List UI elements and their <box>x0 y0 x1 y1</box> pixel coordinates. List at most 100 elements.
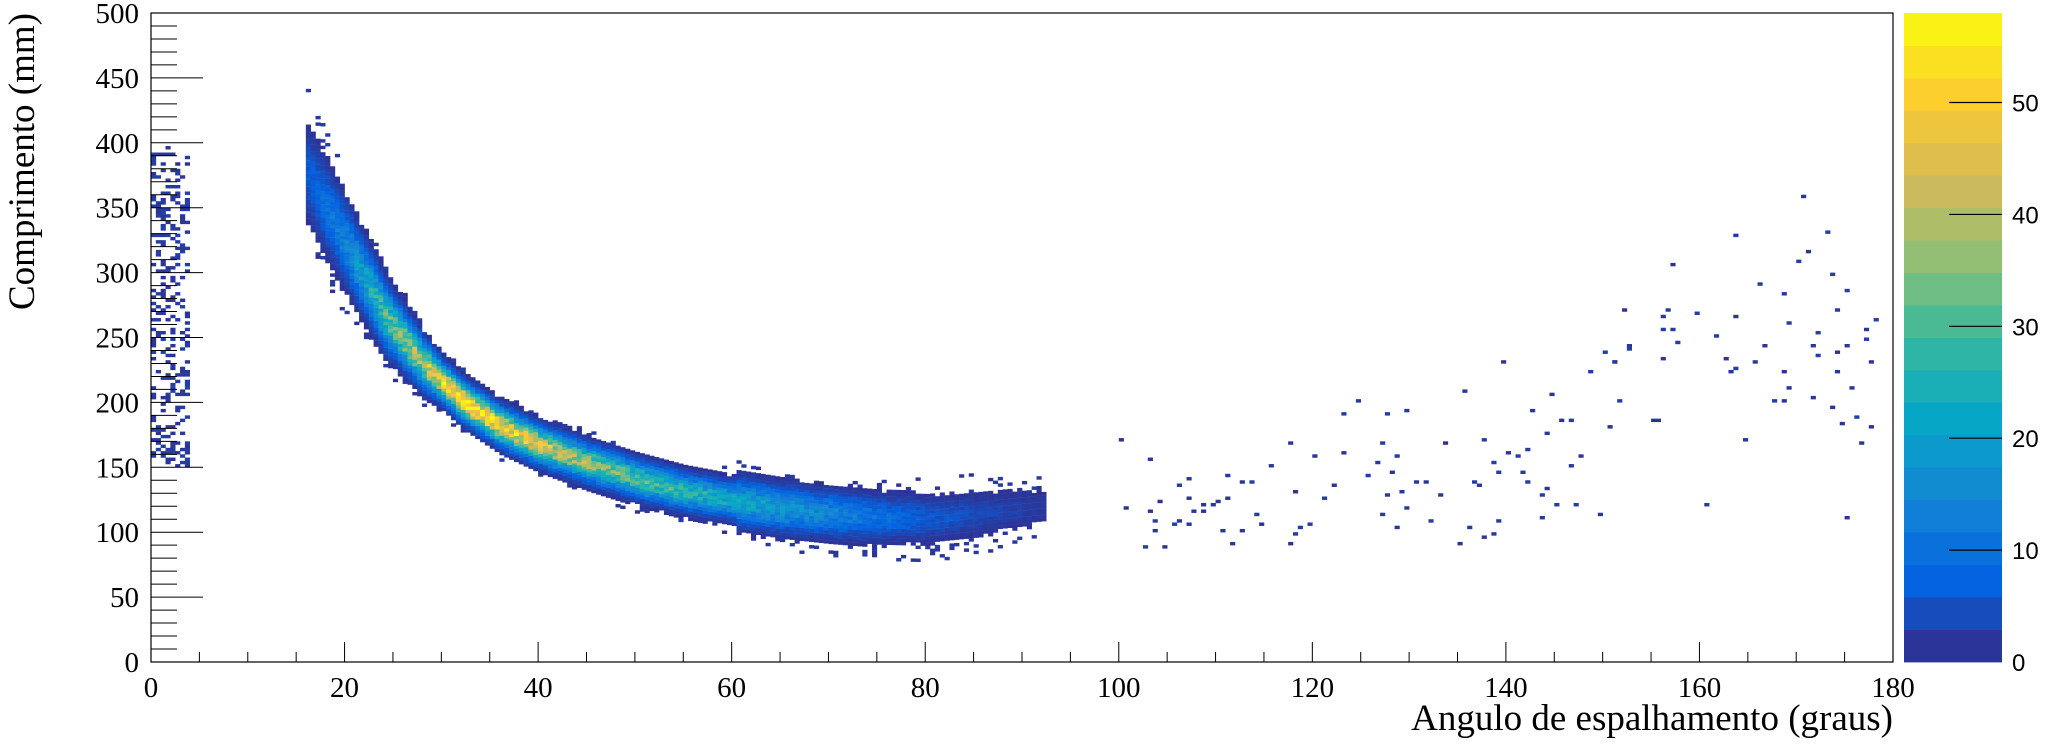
heatmap-cell <box>334 153 341 158</box>
heatmap-cell <box>741 493 747 497</box>
heatmap-cell <box>804 538 810 542</box>
heatmap-cell <box>963 525 970 530</box>
heatmap-cell <box>659 474 665 479</box>
heatmap-cell <box>562 475 568 480</box>
heatmap-cell <box>944 524 950 528</box>
heatmap-cell <box>983 517 989 521</box>
heatmap-cell <box>484 403 491 407</box>
heatmap-cell <box>997 496 1003 500</box>
heatmap-cell <box>760 483 766 488</box>
heatmap-cell <box>654 460 660 464</box>
heatmap-cell <box>509 453 515 457</box>
heatmap-cell <box>513 413 520 417</box>
heatmap-cell <box>726 489 732 493</box>
heatmap-cell <box>857 536 863 540</box>
heatmap-cell <box>460 386 466 391</box>
heatmap-cell <box>678 466 684 471</box>
heatmap-cell <box>344 258 350 263</box>
heatmap-cell <box>392 294 399 298</box>
heatmap-cell <box>489 390 495 394</box>
heatmap-cell <box>688 507 694 512</box>
heatmap-cell <box>963 499 970 504</box>
heatmap-cell <box>151 301 157 306</box>
heatmap-cell <box>717 500 723 504</box>
heatmap-cell <box>368 248 374 253</box>
heatmap-cell <box>426 334 432 339</box>
heatmap-cell <box>184 262 191 267</box>
heatmap-cell <box>499 412 505 417</box>
y-tick-label: 200 <box>96 387 140 419</box>
heatmap-cell <box>610 450 616 455</box>
heatmap-cell <box>905 529 912 533</box>
heatmap-cell <box>484 422 491 427</box>
heatmap-cell <box>354 259 360 264</box>
heatmap-cell <box>707 469 713 473</box>
heatmap-cell <box>630 482 636 487</box>
heatmap-cell <box>1041 491 1047 496</box>
heatmap-cell <box>915 513 921 517</box>
heatmap-cell <box>480 383 486 388</box>
heatmap-cell <box>697 480 703 484</box>
heatmap-cell <box>180 373 186 377</box>
heatmap-cell <box>373 314 379 318</box>
heatmap-cell <box>412 366 418 370</box>
heatmap-cell <box>920 542 926 546</box>
heatmap-cell <box>180 392 186 397</box>
heatmap-cell <box>751 485 757 489</box>
heatmap-cell <box>175 201 181 205</box>
heatmap-cell <box>905 519 912 523</box>
heatmap-cell <box>184 269 191 273</box>
heatmap-cell <box>842 493 849 497</box>
heatmap-cell <box>1026 519 1032 523</box>
heatmap-cell <box>538 466 544 471</box>
heatmap-cell <box>915 519 921 524</box>
heatmap-cell <box>673 494 679 499</box>
heatmap-cell <box>659 481 665 485</box>
heatmap-cell <box>717 487 723 491</box>
heatmap-cell <box>905 532 912 536</box>
heatmap-cell <box>949 497 955 502</box>
heatmap-cell <box>654 502 660 506</box>
heatmap-cell <box>470 390 476 394</box>
heatmap-cell <box>915 558 921 562</box>
heatmap-cell <box>359 224 365 229</box>
heatmap-cell <box>359 247 365 252</box>
heatmap-cell <box>620 463 626 467</box>
heatmap-cell <box>978 491 984 496</box>
heatmap-cell <box>151 194 157 199</box>
heatmap-cell <box>896 528 902 533</box>
heatmap-cell <box>760 532 766 536</box>
heatmap-cell <box>891 489 897 494</box>
heatmap-cell <box>736 473 742 477</box>
color-scale-step <box>1904 434 2002 468</box>
heatmap-cell <box>305 150 311 154</box>
heatmap-cell <box>809 483 815 487</box>
heatmap-cell <box>610 447 616 451</box>
heatmap-cell <box>363 277 370 281</box>
heatmap-cell <box>509 427 515 431</box>
heatmap-cell <box>804 502 810 506</box>
heatmap-cell <box>804 512 810 516</box>
heatmap-cell <box>431 386 437 390</box>
heatmap-cell <box>630 492 636 496</box>
heatmap-cell <box>330 214 336 219</box>
heatmap-cell <box>678 470 684 474</box>
heatmap-cell <box>451 397 457 401</box>
heatmap-cell <box>576 474 582 479</box>
heatmap-cell <box>1844 343 1850 348</box>
heatmap-cell <box>620 486 626 490</box>
heatmap-cell <box>170 194 176 199</box>
heatmap-cell <box>378 314 384 319</box>
heatmap-cell <box>881 515 887 519</box>
heatmap-cell <box>1404 408 1410 413</box>
heatmap-cell <box>586 465 592 469</box>
heatmap-cell <box>765 533 771 537</box>
heatmap-cell <box>562 456 568 460</box>
heatmap-cell <box>354 253 360 257</box>
heatmap-cell <box>523 450 529 454</box>
heatmap-cell <box>407 378 413 382</box>
heatmap-cell <box>692 486 699 490</box>
heatmap-cell <box>862 491 868 495</box>
heatmap-cell <box>359 299 365 303</box>
heatmap-cell <box>930 512 936 517</box>
